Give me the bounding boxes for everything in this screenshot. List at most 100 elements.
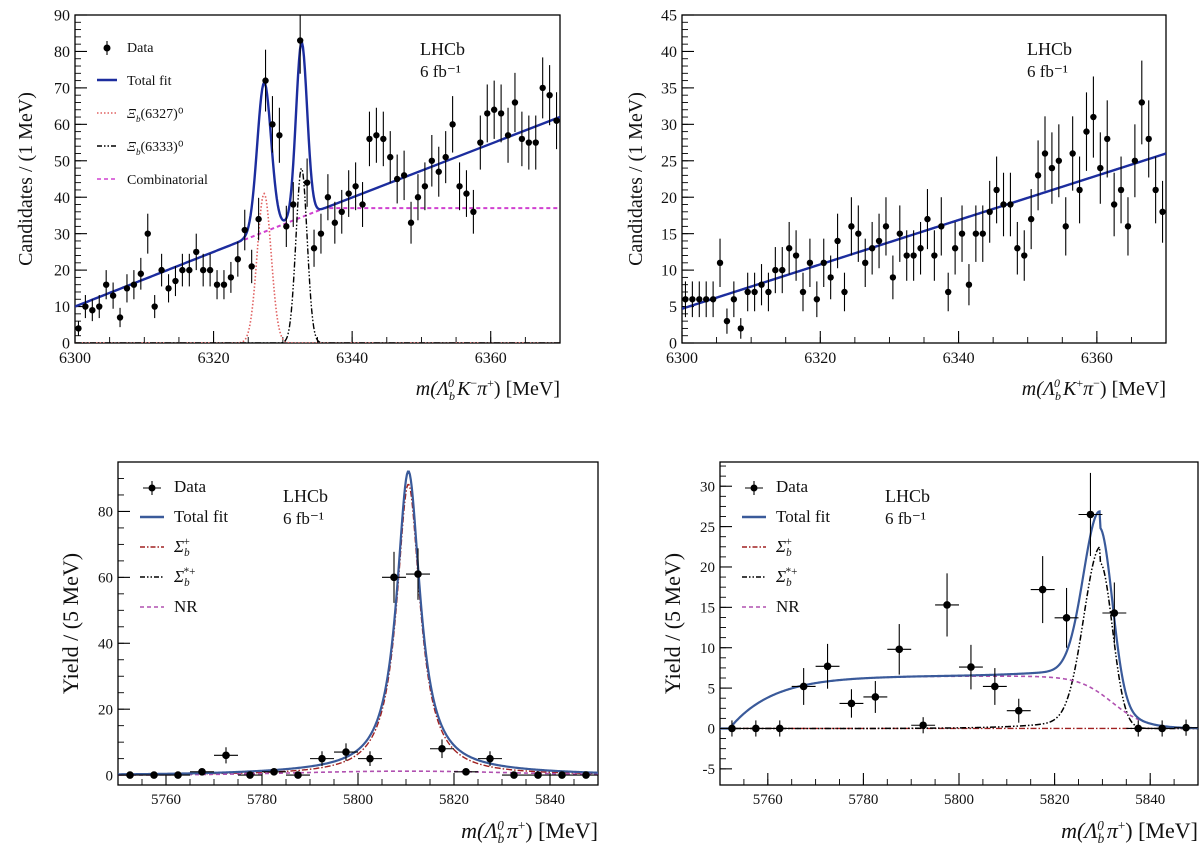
chart-panel-4: 5760 5780 5800 5820 5840 -5 0 5 10 15 20 25 30 Yield … <box>660 461 1199 846</box>
data-point <box>193 233 200 271</box>
data-marker <box>518 135 526 143</box>
data-marker <box>765 288 772 296</box>
data-marker <box>172 277 179 285</box>
y-tick-label: 40 <box>98 637 113 653</box>
data-point <box>331 201 339 244</box>
data-marker <box>986 208 993 215</box>
data-point <box>428 135 436 187</box>
data-point <box>1076 156 1083 224</box>
data-marker <box>1158 724 1166 733</box>
data-marker <box>532 139 539 146</box>
data-point <box>815 643 840 689</box>
y-tick-label: 30 <box>661 117 677 134</box>
y-tick-label: 10 <box>661 263 677 280</box>
data-point <box>791 668 816 705</box>
data-marker <box>137 270 145 277</box>
data-point <box>296 15 304 74</box>
data-point <box>406 548 430 600</box>
data-point <box>116 307 124 328</box>
data-marker <box>785 245 793 252</box>
data-marker <box>813 296 821 303</box>
data-marker <box>1062 614 1071 622</box>
data-point <box>744 272 751 312</box>
data-point <box>982 668 1007 705</box>
y-tick-label: 0 <box>708 722 716 738</box>
luminosity-label: 6 fb⁻¹ <box>420 62 461 81</box>
data-point <box>539 57 546 119</box>
plot-area <box>682 60 1166 339</box>
y-tick-label: 0 <box>106 768 114 784</box>
data-point <box>130 270 138 300</box>
legend-item: Total fit <box>742 507 830 526</box>
data-marker <box>1090 113 1097 121</box>
data-marker <box>1038 585 1047 594</box>
data-marker <box>82 303 89 310</box>
data-marker <box>248 263 255 270</box>
data-point <box>1159 180 1166 243</box>
data-point <box>720 720 744 737</box>
y-tick-label: 25 <box>700 520 715 536</box>
data-marker <box>1097 164 1104 172</box>
data-marker <box>875 237 883 245</box>
x-tick-label: 6360 <box>475 350 507 367</box>
data-point <box>172 266 179 297</box>
data-point <box>751 272 758 312</box>
data-marker <box>855 230 862 237</box>
data-marker <box>682 296 689 303</box>
data-marker <box>917 245 924 252</box>
data-point <box>303 158 311 207</box>
data-point <box>151 295 158 319</box>
data-point <box>518 111 526 167</box>
x-tick-label: 6300 <box>59 350 91 367</box>
data-point <box>1006 698 1031 723</box>
legend: Data Total fit Σb+ Σb*+ NR <box>742 477 830 616</box>
data-marker <box>847 699 856 708</box>
data-marker <box>558 771 566 779</box>
legend-label: Combinatorial <box>127 173 208 188</box>
data-marker <box>387 153 394 161</box>
data-marker <box>435 168 442 175</box>
data-marker <box>1007 201 1014 208</box>
data-marker <box>1182 723 1190 732</box>
data-point <box>910 230 917 281</box>
data-marker <box>1000 201 1007 208</box>
y-tick-label: 80 <box>98 505 113 521</box>
nr-curve <box>720 675 1198 730</box>
y-tick-label: 90 <box>54 8 70 25</box>
data-marker <box>75 325 82 332</box>
legend-item: Σb*+ <box>140 566 195 589</box>
y-tick-label: 60 <box>98 571 113 587</box>
data-marker <box>1134 724 1143 733</box>
data-marker <box>882 223 890 230</box>
data-point <box>938 197 945 256</box>
legend-label: NR <box>174 597 198 616</box>
x-tick-label: 5760 <box>151 792 181 808</box>
data-marker <box>1138 99 1146 106</box>
data-marker <box>792 252 800 259</box>
data-marker <box>220 281 228 288</box>
chart-panel-3: 5760 5780 5800 5820 5840 0 20 40 60 80 Yield / (5 … <box>58 461 599 846</box>
data-point <box>526 771 550 779</box>
data-point <box>1030 556 1055 624</box>
data-point <box>959 644 983 690</box>
data-marker <box>290 201 297 208</box>
x-tick-label: 5780 <box>848 792 878 808</box>
data-point <box>785 221 793 275</box>
data-point <box>89 299 96 322</box>
y-tick-label: 15 <box>661 226 677 243</box>
data-marker <box>407 219 415 226</box>
data-point <box>972 205 980 262</box>
data-point <box>310 751 334 767</box>
data-point <box>421 162 429 211</box>
data-point <box>166 771 190 779</box>
legend-item: Σb*+ <box>742 566 797 589</box>
data-marker <box>958 230 966 237</box>
data-marker <box>198 768 206 776</box>
data-marker <box>1086 510 1095 519</box>
data-marker <box>525 139 533 146</box>
data-marker <box>463 190 470 197</box>
y-tick-label: 30 <box>700 479 715 495</box>
data-marker <box>1131 157 1139 164</box>
data-point <box>1007 172 1014 237</box>
